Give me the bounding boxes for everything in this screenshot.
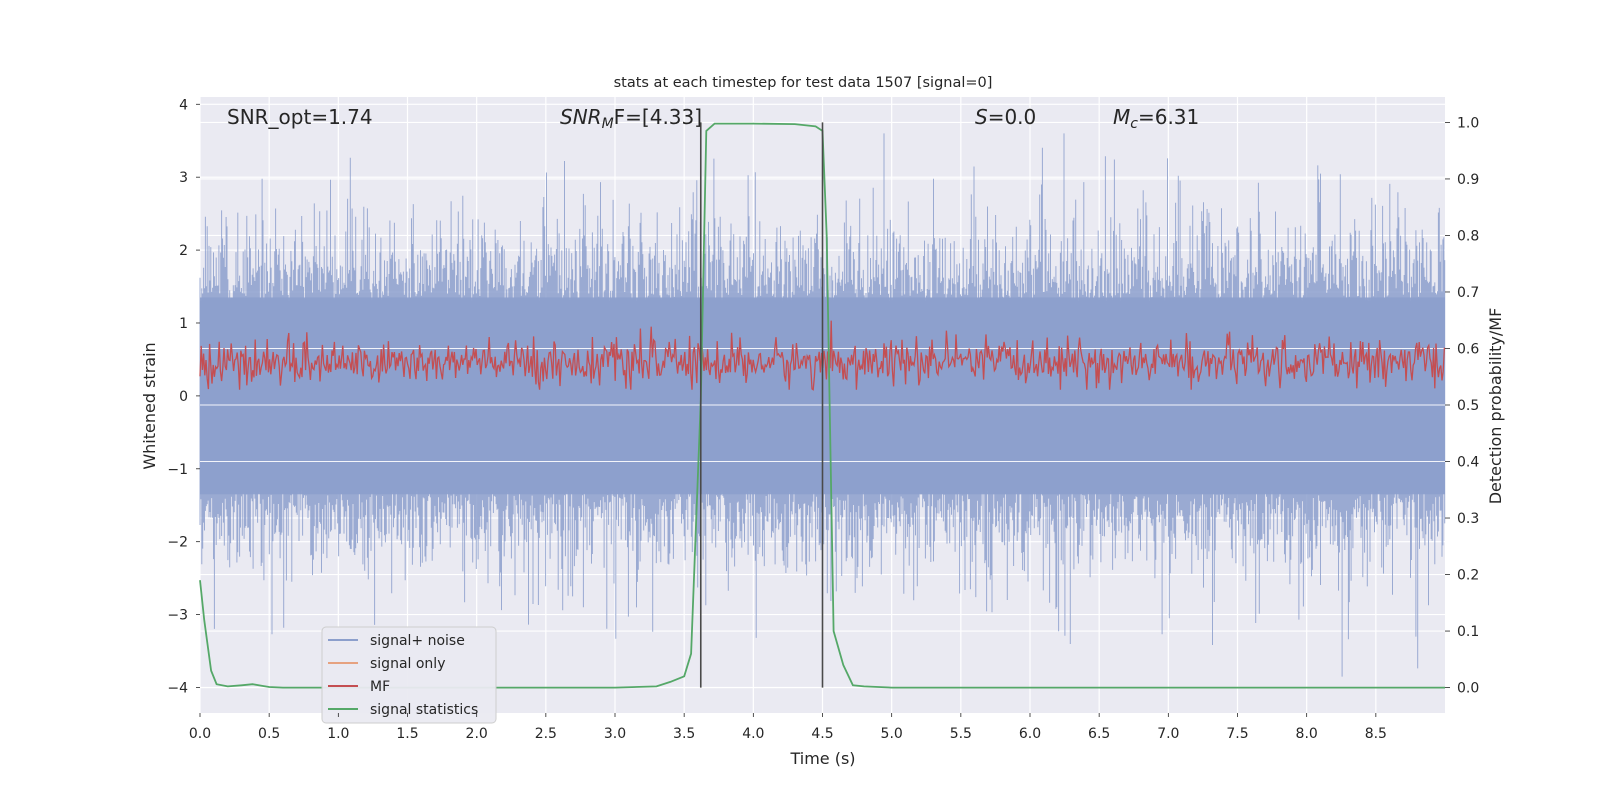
annotation-s_val: S=0.0 xyxy=(975,105,1036,129)
annotation-tail: =0.0 xyxy=(988,105,1037,129)
y-right-tick-label: 0.8 xyxy=(1457,228,1479,244)
legend-box xyxy=(321,626,497,724)
vertical-markers xyxy=(699,122,824,688)
signal-statistics-line xyxy=(199,122,1445,689)
y-right-tick-label: 0.0 xyxy=(1457,681,1479,697)
annotation-main: M xyxy=(1113,105,1130,129)
y-left-tick-label: 3 xyxy=(179,170,188,186)
y-left-tick-label: −2 xyxy=(167,535,188,551)
annotation-snr_opt: SNR_opt=1.74 xyxy=(227,105,373,129)
y-right-tick-label: 1.0 xyxy=(1457,115,1479,131)
y-axis-left-ticks: −4 −3 −2 −1 0 1 2 3 4 xyxy=(167,97,200,696)
annotation-sub: M xyxy=(602,116,614,132)
legend: signal+ noise signal only MF signal statist… xyxy=(321,626,497,724)
x-tick-label: 1.5 xyxy=(396,726,418,742)
x-tick-label: 2.5 xyxy=(535,726,557,742)
y-right-tick-label: 0.3 xyxy=(1457,511,1479,527)
x-tick-label: 1.0 xyxy=(327,726,349,742)
legend-label: signal+ noise xyxy=(370,633,465,649)
annotation-tail: =6.31 xyxy=(1138,105,1199,129)
annotation-main: SNR xyxy=(560,105,602,129)
legend-label: signal only xyxy=(370,656,445,672)
x-tick-label: 0.0 xyxy=(189,726,211,742)
x-tick-label: 3.0 xyxy=(604,726,626,742)
annotations: SNR_opt=1.74 SNRMF=[4.33] S=0.0 Mc=6.31 xyxy=(227,105,1199,132)
x-axis-label: Time (s) xyxy=(789,749,855,768)
x-tick-label: 0.5 xyxy=(258,726,280,742)
y-axis-right-label: Detection probability/MF xyxy=(1486,308,1505,505)
x-tick-label: 8.0 xyxy=(1296,726,1318,742)
y-left-tick-label: −4 xyxy=(167,680,188,696)
x-tick-label: 6.0 xyxy=(1019,726,1041,742)
y-left-tick-label: 2 xyxy=(179,243,188,259)
x-tick-label: 8.5 xyxy=(1365,726,1387,742)
legend-label: signal statistics xyxy=(370,702,478,718)
y-left-tick-label: 0 xyxy=(179,389,188,405)
y-right-tick-label: 0.1 xyxy=(1457,624,1479,640)
x-tick-label: 5.0 xyxy=(881,726,903,742)
y-right-tick-label: 0.9 xyxy=(1457,172,1479,188)
y-axis-left-label: Whitened strain xyxy=(140,342,159,469)
x-tick-label: 7.0 xyxy=(1157,726,1179,742)
x-tick-label: 7.5 xyxy=(1226,726,1248,742)
y-left-tick-label: 1 xyxy=(179,316,188,332)
y-left-tick-label: 4 xyxy=(179,97,188,113)
annotation-snr_mf: SNRMF=[4.33] xyxy=(560,105,702,132)
x-tick-label: 2.0 xyxy=(466,726,488,742)
annotation-mc_val: Mc=6.31 xyxy=(1113,105,1199,132)
annotation-sub: c xyxy=(1130,116,1138,132)
chart-title: stats at each timestep for test data 150… xyxy=(614,75,993,91)
x-tick-label: 6.5 xyxy=(1088,726,1110,742)
y-axis-right-ticks: 0.0 0.1 0.2 0.3 0.4 0.5 0.6 0.7 0.8 0.9 1.0 xyxy=(1445,115,1479,697)
y-left-tick-label: −3 xyxy=(167,608,188,624)
x-tick-label: 3.5 xyxy=(673,726,695,742)
series-signal-statistics xyxy=(199,122,1445,689)
x-tick-label: 5.5 xyxy=(950,726,972,742)
y-left-tick-label: −1 xyxy=(167,462,188,478)
x-tick-label: 4.5 xyxy=(811,726,833,742)
y-right-tick-label: 0.4 xyxy=(1457,455,1479,471)
y-right-tick-label: 0.2 xyxy=(1457,568,1479,584)
x-tick-label: 4.0 xyxy=(742,726,764,742)
legend-label: MF xyxy=(370,679,390,695)
y-right-tick-label: 0.7 xyxy=(1457,285,1479,301)
annotation-main: S xyxy=(975,105,988,129)
y-right-tick-label: 0.6 xyxy=(1457,341,1479,357)
annotation-tail: F=[4.33] xyxy=(614,105,702,129)
y-right-tick-label: 0.5 xyxy=(1457,398,1479,414)
x-axis-ticks: 0.0 0.5 1.0 1.5 2.0 2.5 3.0 3.5 4.0 4.5 5.0 5.5 6.0 6… xyxy=(189,713,1387,742)
